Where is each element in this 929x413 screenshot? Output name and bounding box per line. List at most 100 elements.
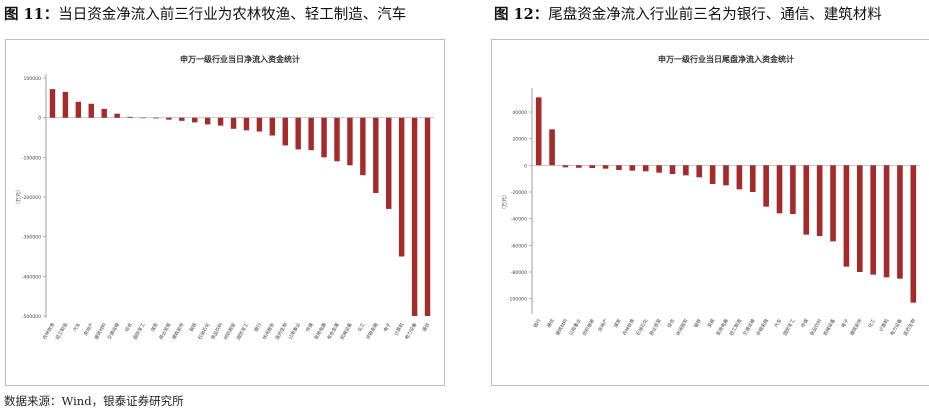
x-category-label: 轻工制造	[728, 317, 743, 337]
x-category-label: 家用电器	[313, 321, 328, 341]
bar-20	[790, 165, 796, 214]
y-axis-label: （万元）	[16, 187, 22, 207]
x-category-label: 机械设备	[822, 317, 837, 337]
bar-21	[308, 117, 314, 151]
y-tick-label: 40000	[512, 110, 527, 116]
bar-2	[62, 91, 69, 118]
chart-panel-closing-inflow: 申万一级行业当日尾盘净流入资金统计 40000 20000 0 -20000 -40000…	[491, 39, 929, 386]
bar-27	[386, 117, 392, 209]
y-tick-label: -100000	[508, 297, 527, 303]
y-tick-label: -300000	[22, 235, 41, 241]
x-category-label: 商业贸易	[648, 317, 663, 337]
bar-8	[629, 165, 636, 171]
bar-24	[347, 117, 353, 166]
y-tick-label: 0	[524, 163, 527, 169]
x-category-label: 钢铁	[692, 317, 703, 329]
x-category-label: 有色金属	[325, 321, 340, 341]
y-tick-label: -100000	[22, 155, 41, 161]
x-category-label: 石油石化	[196, 321, 211, 341]
bar-5	[101, 108, 107, 118]
x-category-label: 医药生物	[274, 321, 289, 341]
x-category-label: 家用电器	[714, 317, 729, 337]
bar-16	[736, 165, 743, 190]
x-category-label: 化工	[356, 321, 367, 333]
bar-9	[642, 165, 649, 172]
chart-panel-daily-inflow: 申万一级行业当日净流入资金统计 100000 0 -100000 -200000 -300…	[5, 39, 445, 386]
x-category-label: 采掘	[706, 317, 717, 329]
x-category-label: 钢铁	[188, 321, 199, 333]
x-category-label: 建筑材料	[93, 321, 108, 341]
x-category-label: 煤炭	[149, 321, 160, 333]
bar-29	[411, 117, 418, 317]
chart-title: 申万一级行业当日净流入资金统计	[180, 54, 300, 64]
x-category-label: 通信	[545, 317, 556, 329]
y-tick-label: 100000	[23, 76, 41, 82]
x-category-label: 电子	[382, 321, 393, 333]
bar-15	[723, 165, 729, 186]
bar-22	[816, 165, 823, 236]
bar-22	[321, 117, 327, 158]
x-category-label: 非银金融	[364, 321, 379, 341]
x-category-label: 非银金融	[755, 317, 770, 337]
y-tick-label: -80000	[511, 270, 527, 276]
x-category-label: 食品饮料	[808, 317, 823, 337]
figure-12-caption: 尾盘资金净流入行业前三名为银行、通信、建筑材料	[548, 7, 882, 23]
bar-16	[243, 117, 250, 131]
bar-6	[602, 165, 609, 169]
bar-26	[373, 117, 379, 194]
x-category-label: 银行	[532, 317, 543, 329]
x-category-label: 机械设备	[338, 321, 353, 341]
y-tick-label: -200000	[22, 195, 41, 201]
bar-13	[204, 117, 211, 125]
bar-19	[776, 165, 783, 214]
x-category-label: 食品饮料	[209, 321, 224, 341]
figure-12-title: 图 12：尾盘资金净流入行业前三名为银行、通信、建筑材料	[494, 3, 882, 24]
x-category-label: 电力设备	[888, 317, 903, 337]
x-category-label: 建筑装饰	[848, 317, 863, 337]
x-category-label: 电力设备	[403, 321, 418, 341]
x-category-label: 纺织服装	[222, 321, 237, 341]
x-category-label: 传媒	[799, 317, 810, 329]
bar-1	[535, 97, 542, 166]
x-category-label: 综合	[123, 321, 134, 333]
bar-20	[295, 117, 301, 150]
bar-18	[269, 117, 276, 136]
bar-7	[127, 116, 133, 118]
x-category-label: 交通运输	[106, 321, 121, 341]
chart-daily-inflow: 申万一级行业当日净流入资金统计 100000 0 -100000 -200000 -300…	[16, 54, 434, 341]
x-category-label: 建筑材料	[554, 317, 569, 337]
y-tick-label: -400000	[22, 274, 41, 280]
x-category-label: 商业贸易	[157, 321, 172, 341]
bar-23	[334, 117, 340, 162]
x-category-label: 煤炭	[612, 317, 623, 329]
figure-12-label: 图 12：	[494, 6, 549, 23]
bar-6	[114, 113, 120, 118]
y-tick-label: 0	[38, 116, 41, 122]
bar-29	[910, 165, 917, 303]
x-category-label: 医药生物	[902, 317, 917, 337]
x-category-label: 电子	[839, 317, 850, 329]
bar-12	[683, 165, 689, 176]
x-category-label: 国防军工	[781, 317, 796, 337]
bar-13	[696, 165, 703, 178]
x-category-label: 汽车	[71, 321, 82, 333]
bar-25	[360, 117, 366, 176]
x-category-label: 公用事业	[287, 321, 302, 341]
x-category-label: 轻工制造	[54, 321, 69, 341]
x-category-label: 国防军工	[235, 321, 250, 341]
x-category-label: 汽车	[773, 317, 784, 329]
figure-11-label: 图 11：	[4, 6, 59, 23]
bar-30	[424, 117, 431, 317]
x-category-label: 化工	[866, 317, 877, 329]
bar-18	[763, 165, 769, 207]
x-category-label: 农林牧渔	[41, 321, 56, 341]
x-category-label: 建筑装饰	[170, 321, 185, 341]
bar-15	[230, 117, 237, 129]
x-category-label: 房地产	[82, 321, 95, 337]
bar-2	[549, 129, 555, 166]
x-category-label: 传媒	[304, 321, 315, 333]
x-category-label: 计算机	[877, 317, 890, 333]
bar-3	[75, 101, 82, 118]
figure-11-title: 图 11：当日资金净流入前三行业为农林牧渔、轻工制造、汽车	[4, 3, 406, 24]
x-category-label: 石油石化	[634, 317, 649, 337]
